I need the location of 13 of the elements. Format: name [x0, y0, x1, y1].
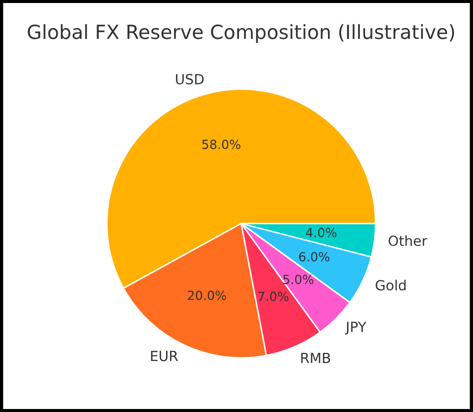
data-label: 20.0% — [188, 290, 226, 300]
data-label: 7.0% — [258, 292, 288, 302]
chart-title: Global FX Reserve Composition (Illustrative) — [28, 24, 454, 43]
slice-label: RMB — [301, 352, 330, 363]
slice-label: Gold — [376, 280, 406, 290]
slice-label: JPY — [344, 322, 366, 335]
data-label: 6.0% — [299, 252, 330, 262]
slice-label: USD — [176, 74, 204, 84]
data-label: 5.0% — [283, 274, 314, 284]
slice-label: Other — [388, 235, 428, 246]
data-label: 4.0% — [306, 228, 336, 238]
data-label: 58.0% — [202, 140, 240, 150]
slice-label: EUR — [151, 350, 178, 362]
